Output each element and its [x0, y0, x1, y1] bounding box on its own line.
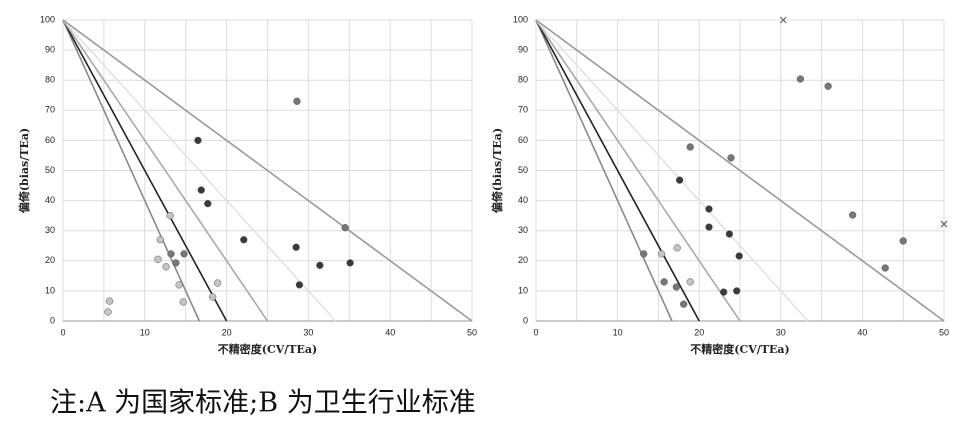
- point: [720, 288, 728, 296]
- y-tick-label: 40: [45, 195, 55, 205]
- reference-line: [62, 19, 473, 322]
- point: [658, 250, 666, 258]
- point: [779, 16, 787, 24]
- y-tick-label: 50: [518, 165, 528, 175]
- point: [292, 243, 300, 251]
- point: [180, 250, 188, 258]
- point: [240, 236, 248, 244]
- y-tick-label: 100: [40, 14, 55, 24]
- reference-line: [535, 19, 673, 322]
- point: [316, 261, 324, 269]
- y-axis-title: 偏倚(bias/TEa): [490, 128, 504, 213]
- point: [172, 259, 180, 267]
- point: [735, 252, 743, 260]
- x-tick-label: 0: [60, 327, 65, 337]
- point: [640, 250, 648, 258]
- point: [686, 143, 694, 151]
- point: [672, 283, 681, 291]
- point: [824, 82, 832, 90]
- y-tick-label: 0: [50, 315, 55, 325]
- x-tick-label: 10: [140, 327, 150, 337]
- reference-line: [535, 19, 945, 322]
- y-tick-label: 60: [518, 135, 528, 145]
- point: [727, 154, 735, 162]
- point: [899, 237, 907, 245]
- x-axis-title: 不精密度(CV/TEa): [690, 342, 789, 356]
- point: [204, 199, 212, 208]
- point: [881, 264, 889, 272]
- y-tick-label: 90: [518, 44, 528, 54]
- point: [725, 230, 734, 238]
- point: [940, 220, 948, 228]
- point: [175, 281, 183, 289]
- point: [295, 281, 304, 289]
- x-tick-label: 20: [222, 327, 232, 337]
- point: [686, 278, 694, 286]
- point: [733, 287, 741, 295]
- x-axis-title: 不精密度(CV/TEa): [218, 342, 317, 356]
- x-tick-label: 30: [303, 327, 313, 337]
- y-axis-title: 偏倚(bias/TEa): [17, 128, 31, 213]
- point: [341, 224, 349, 232]
- point: [194, 136, 202, 145]
- point: [167, 250, 175, 258]
- x-tick-label: 30: [776, 327, 786, 337]
- x-tick-label: 40: [857, 327, 867, 337]
- reference-line: [62, 19, 337, 322]
- y-tick-label: 20: [45, 255, 55, 265]
- point: [675, 176, 684, 184]
- point: [105, 297, 114, 305]
- point: [660, 278, 668, 286]
- y-tick-label: 40: [518, 195, 528, 205]
- point: [213, 279, 222, 287]
- point: [209, 293, 217, 301]
- point: [680, 300, 688, 308]
- point: [705, 205, 713, 213]
- y-tick-label: 30: [45, 225, 55, 235]
- point: [346, 259, 354, 267]
- point: [796, 75, 805, 83]
- x-tick-label: 0: [533, 327, 538, 337]
- reference-line: [535, 19, 809, 322]
- point: [848, 211, 857, 219]
- point: [154, 255, 162, 263]
- reference-line: [62, 19, 269, 322]
- reference-line: [535, 19, 741, 322]
- y-tick-label: 20: [518, 255, 528, 265]
- x-tick-label: 10: [613, 327, 623, 337]
- point: [156, 236, 164, 244]
- point: [162, 263, 170, 271]
- y-tick-label: 100: [513, 14, 528, 24]
- point: [166, 212, 174, 220]
- y-tick-label: 70: [518, 105, 528, 115]
- reference-line: [62, 19, 201, 322]
- x-tick-label: 40: [385, 327, 395, 337]
- x-tick-label: 50: [939, 327, 949, 337]
- point: [104, 308, 112, 316]
- note: 注:A 为国家标准;B 为卫生行业标准: [50, 388, 476, 419]
- point: [197, 186, 205, 194]
- y-tick-label: 80: [45, 75, 55, 85]
- y-tick-label: 10: [45, 285, 55, 295]
- x-tick-label: 50: [467, 327, 477, 337]
- point: [293, 97, 301, 105]
- reference-line: [535, 19, 700, 322]
- y-tick-label: 10: [518, 285, 528, 295]
- reference-line: [62, 19, 228, 322]
- y-tick-label: 70: [45, 105, 55, 115]
- point: [705, 223, 713, 231]
- point: [179, 298, 187, 306]
- y-tick-label: 50: [45, 165, 55, 175]
- y-tick-label: 0: [523, 315, 528, 325]
- x-tick-label: 20: [694, 327, 704, 337]
- point: [673, 244, 681, 252]
- y-tick-label: 90: [45, 44, 55, 54]
- y-tick-label: 80: [518, 75, 528, 85]
- y-tick-label: 30: [518, 225, 528, 235]
- y-tick-label: 60: [45, 135, 55, 145]
